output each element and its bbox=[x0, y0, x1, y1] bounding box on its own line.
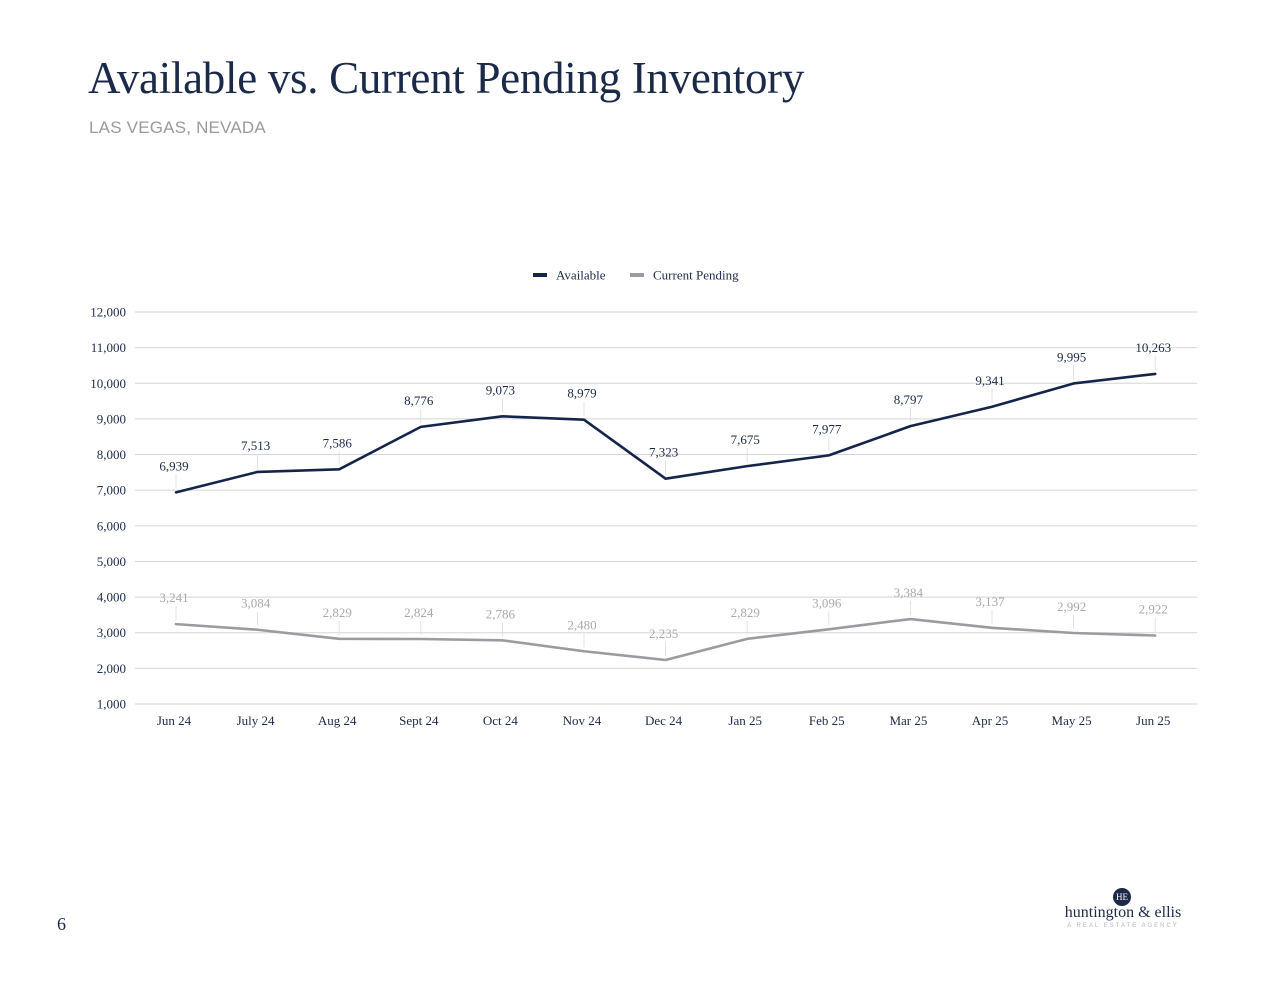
data-label: 2,786 bbox=[486, 606, 516, 621]
x-tick-label: July 24 bbox=[237, 713, 275, 728]
data-label: 2,235 bbox=[649, 626, 678, 641]
data-label: 6,939 bbox=[159, 458, 188, 473]
y-tick-label: 10,000 bbox=[90, 376, 126, 391]
legend-swatch bbox=[533, 273, 547, 277]
data-label: 9,073 bbox=[486, 382, 515, 397]
x-tick-label: Oct 24 bbox=[483, 713, 519, 728]
y-tick-label: 3,000 bbox=[97, 625, 126, 640]
data-label: 9,995 bbox=[1057, 349, 1086, 364]
y-tick-label: 1,000 bbox=[97, 697, 126, 712]
y-tick-label: 8,000 bbox=[97, 447, 126, 462]
y-tick-label: 6,000 bbox=[97, 518, 126, 533]
logo-monogram-icon: HE bbox=[1113, 888, 1131, 906]
data-label: 2,829 bbox=[323, 605, 352, 620]
legend-label: Current Pending bbox=[653, 268, 739, 283]
x-tick-label: Aug 24 bbox=[318, 713, 357, 728]
data-label: 2,922 bbox=[1139, 602, 1168, 617]
data-label: 3,241 bbox=[159, 590, 188, 605]
x-tick-label: Feb 25 bbox=[809, 713, 845, 728]
data-label: 9,341 bbox=[975, 373, 1004, 388]
y-tick-label: 2,000 bbox=[97, 661, 126, 676]
legend-label: Available bbox=[556, 268, 606, 283]
y-tick-label: 12,000 bbox=[90, 305, 126, 320]
series-line-pending bbox=[174, 617, 1157, 662]
x-tick-label: Nov 24 bbox=[563, 713, 602, 728]
y-tick-label: 7,000 bbox=[97, 483, 126, 498]
series-line-available bbox=[174, 372, 1157, 494]
data-label: 2,480 bbox=[567, 617, 596, 632]
data-label: 3,384 bbox=[894, 585, 924, 600]
data-label: 10,263 bbox=[1135, 340, 1171, 355]
data-label: 2,829 bbox=[731, 605, 760, 620]
data-label: 8,979 bbox=[567, 386, 596, 401]
data-label: 2,992 bbox=[1057, 599, 1086, 614]
data-label: 2,824 bbox=[404, 605, 434, 620]
page-subtitle: LAS VEGAS, NEVADA bbox=[89, 118, 266, 137]
page-title: Available vs. Current Pending Inventory bbox=[88, 53, 805, 103]
brand-logo: HE huntington & ellis A REAL ESTATE AGEN… bbox=[1050, 884, 1200, 934]
y-tick-label: 9,000 bbox=[97, 411, 126, 426]
logo-tagline: A REAL ESTATE AGENCY bbox=[1067, 923, 1179, 929]
y-tick-label: 11,000 bbox=[91, 340, 126, 355]
data-label: 8,776 bbox=[404, 393, 434, 408]
x-tick-label: Jun 25 bbox=[1136, 713, 1170, 728]
x-tick-label: Apr 25 bbox=[972, 713, 1008, 728]
data-label: 7,323 bbox=[649, 445, 678, 460]
data-label: 3,137 bbox=[975, 594, 1005, 609]
logo-name: huntington & ellis bbox=[1064, 904, 1182, 921]
y-tick-label: 4,000 bbox=[97, 590, 126, 605]
legend-swatch bbox=[630, 273, 644, 277]
page-number: 6 bbox=[57, 914, 66, 934]
data-label: 7,977 bbox=[812, 421, 842, 436]
x-tick-label: Dec 24 bbox=[645, 713, 683, 728]
x-tick-label: Mar 25 bbox=[889, 713, 927, 728]
x-tick-label: Sept 24 bbox=[399, 713, 439, 728]
x-tick-label: Jun 24 bbox=[157, 713, 192, 728]
data-label: 8,797 bbox=[894, 392, 924, 407]
data-label: 3,084 bbox=[241, 596, 271, 611]
data-label: 7,675 bbox=[731, 432, 760, 447]
data-label: 7,513 bbox=[241, 438, 270, 453]
x-tick-label: May 25 bbox=[1052, 713, 1092, 728]
y-tick-label: 5,000 bbox=[97, 554, 126, 569]
x-tick-label: Jan 25 bbox=[728, 713, 762, 728]
data-label: 7,586 bbox=[323, 435, 353, 450]
data-label: 3,096 bbox=[812, 595, 842, 610]
